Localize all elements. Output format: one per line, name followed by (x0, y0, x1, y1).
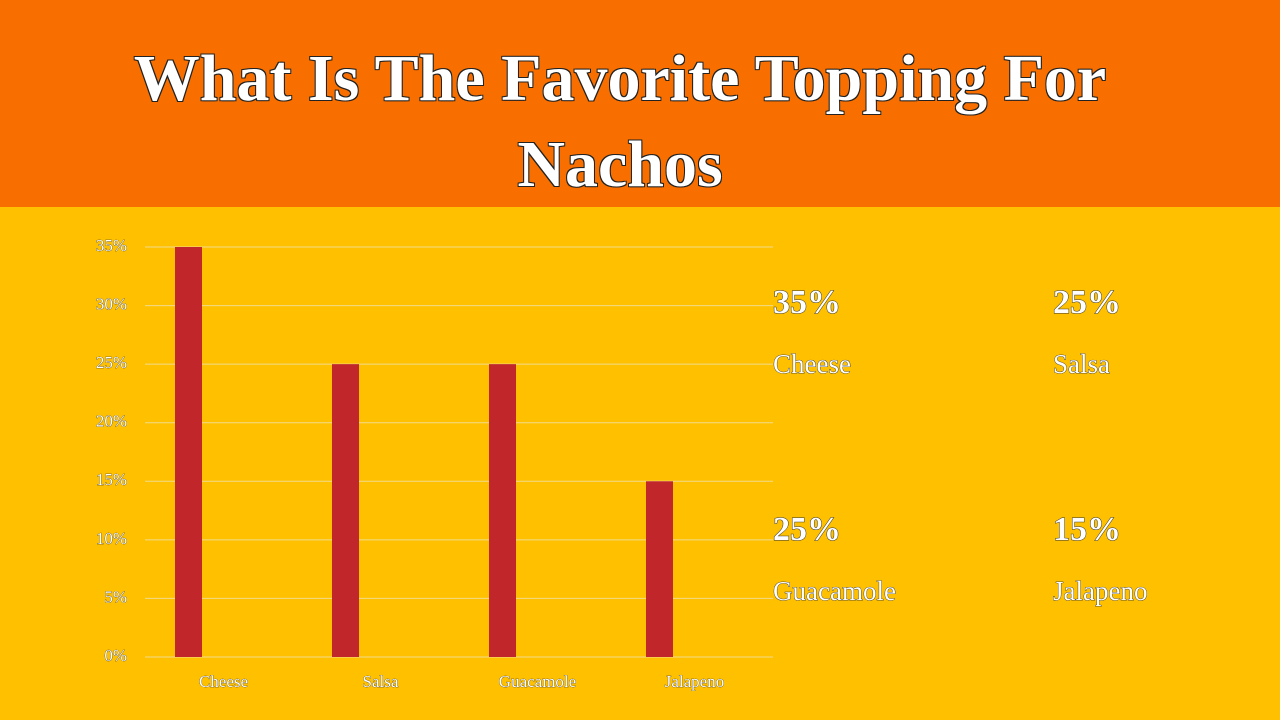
bar (175, 247, 202, 657)
callout-value: 25% (1053, 284, 1121, 321)
header: What Is The Favorite Topping For Nachos (0, 0, 1280, 207)
y-tick-label: 5% (104, 587, 127, 606)
y-tick-label: 20% (96, 412, 127, 431)
y-tick-label: 0% (104, 646, 127, 665)
y-tick-label: 25% (96, 353, 127, 372)
x-tick-label: Guacamole (499, 672, 576, 691)
chart: 0% 5% 10% 15% 20% 25% 30% 35% Cheese 35% Cheese Sal… (96, 236, 1148, 692)
callout-name: Cheese (773, 349, 851, 379)
callout-value: 35% (773, 284, 841, 321)
bar (646, 481, 673, 657)
callout-value: 15% (1053, 511, 1121, 548)
callout-name: Salsa (1053, 349, 1110, 379)
y-tick-label: 30% (96, 294, 127, 313)
callout-name: Guacamole (773, 576, 896, 606)
callout-value: 25% (773, 511, 841, 548)
x-tick-label: Salsa (363, 672, 399, 691)
x-tick-label: Jalapeno (665, 672, 724, 691)
y-tick-label: 10% (96, 529, 127, 548)
callout-name: Jalapeno (1053, 576, 1147, 606)
bar (332, 364, 359, 657)
y-tick-label: 15% (96, 470, 127, 489)
bar (489, 364, 516, 657)
chart-title: What Is The Favorite Topping For Nachos (133, 42, 1107, 201)
x-tick-label: Cheese (199, 672, 248, 691)
y-tick-label: 35% (96, 236, 127, 255)
